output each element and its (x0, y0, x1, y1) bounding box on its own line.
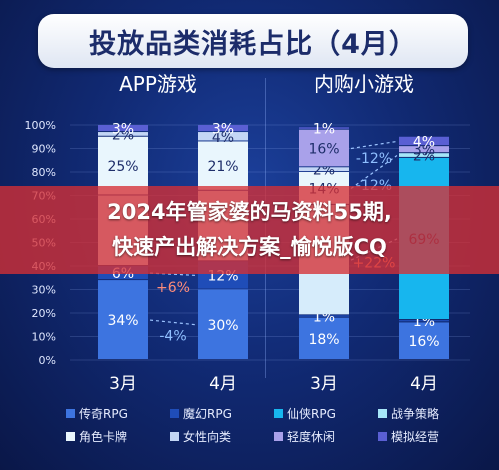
legend-item: 战争策略 (378, 405, 439, 422)
bar-segment (299, 167, 349, 171)
change-annotation: -4% (159, 328, 186, 344)
bar-segment (98, 125, 148, 132)
legend-label: 女性向类 (183, 430, 232, 444)
x-tick-label: 3月 (109, 374, 137, 394)
x-tick-label: 4月 (209, 374, 237, 394)
y-tick-label: 100% (25, 119, 56, 132)
panel-title-app-games: APP游戏 (119, 72, 197, 96)
y-tick-label: 0% (39, 354, 56, 367)
legend-item: 女性向类 (170, 428, 231, 445)
legend-label: 仙侠RPG (287, 407, 336, 421)
bar-segment (399, 322, 449, 359)
bar-segment (198, 132, 248, 141)
y-tick-label: 20% (32, 307, 56, 320)
x-tick-label: 3月 (310, 374, 338, 394)
panel-title-mini-games: 内购小游戏 (314, 72, 414, 96)
chart-title: 投放品类消耗占比（4月） (89, 28, 417, 60)
data-label: 1% (313, 122, 335, 138)
bar-segment (399, 320, 449, 322)
bar-segment (98, 132, 148, 136)
y-tick-label: 10% (32, 331, 56, 344)
legend-item: 传奇RPG (66, 405, 128, 422)
data-label: 3% (112, 122, 134, 138)
bar-segment (399, 153, 449, 157)
legend-item: 角色卡牌 (66, 428, 127, 445)
data-label: 16% (408, 334, 439, 350)
overlay-text: 2024年管家婆的马资料55期, 快速产出解决方案_愉悦版CQ (0, 186, 499, 274)
data-label: 3% (413, 143, 435, 159)
legend-swatch (66, 409, 75, 418)
legend-item: 仙侠RPG (274, 405, 336, 422)
legend-swatch (170, 432, 179, 441)
bar-segment (299, 315, 349, 317)
y-tick-label: 30% (32, 284, 56, 297)
legend-label: 魔幻RPG (183, 407, 232, 421)
data-label: 25% (107, 159, 138, 175)
title-banner: 投放品类消耗占比（4月） (38, 14, 468, 68)
bar-segment (399, 136, 449, 146)
bar-segment (299, 317, 349, 359)
legend-swatch (274, 409, 283, 418)
bar-segment (98, 280, 148, 359)
data-label: 2% (413, 149, 435, 165)
legend-label: 模拟经营 (391, 430, 440, 444)
data-label: 2% (112, 127, 134, 143)
overlay-banner: 2024年管家婆的马资料55期, 快速产出解决方案_愉悦版CQ (0, 186, 499, 274)
change-connector (350, 140, 398, 150)
data-label: 16% (308, 142, 339, 158)
y-tick-label: 90% (32, 143, 56, 156)
bar-segment (399, 146, 449, 153)
data-label: 18% (308, 332, 339, 348)
data-label: 3% (212, 122, 234, 138)
bar-segment (98, 136, 148, 195)
x-tick-label: 4月 (410, 374, 438, 394)
y-tick-label: 80% (32, 166, 56, 179)
change-annotation: +6% (156, 280, 190, 296)
legend-item: 模拟经营 (378, 428, 439, 445)
bar-segment (299, 129, 349, 167)
data-label: 34% (107, 313, 138, 329)
legend-swatch (170, 409, 179, 418)
bar-segment (299, 127, 349, 129)
legend-item: 魔幻RPG (170, 405, 232, 422)
legend-label: 战争策略 (391, 407, 440, 421)
legend-swatch (378, 432, 387, 441)
chart-legend: 传奇RPG 魔幻RPG 仙侠RPG 战争策略角色卡牌 女性向类 轻度休闲 模拟经营 (66, 405, 496, 465)
data-label: 21% (207, 159, 238, 175)
legend-label: 轻度休闲 (287, 430, 336, 444)
data-label: 2% (313, 163, 335, 179)
legend-label: 传奇RPG (79, 407, 128, 421)
data-label: 4% (212, 130, 234, 146)
legend-swatch (66, 432, 75, 441)
legend-label: 角色卡牌 (79, 430, 128, 444)
bar-segment (198, 289, 248, 359)
change-annotation: -12% (356, 151, 392, 167)
legend-item: 轻度休闲 (274, 428, 335, 445)
legend-swatch (274, 432, 283, 441)
overlay-line-1: 2024年管家婆的马资料55期, (107, 200, 392, 224)
bar-segment (198, 125, 248, 132)
change-connector (149, 319, 197, 326)
legend-swatch (378, 409, 387, 418)
data-label: 4% (413, 134, 435, 150)
overlay-line-2: 快速产出解决方案_愉悦版CQ (112, 235, 387, 259)
bar-segment (198, 141, 248, 190)
data-label: 30% (207, 318, 238, 334)
